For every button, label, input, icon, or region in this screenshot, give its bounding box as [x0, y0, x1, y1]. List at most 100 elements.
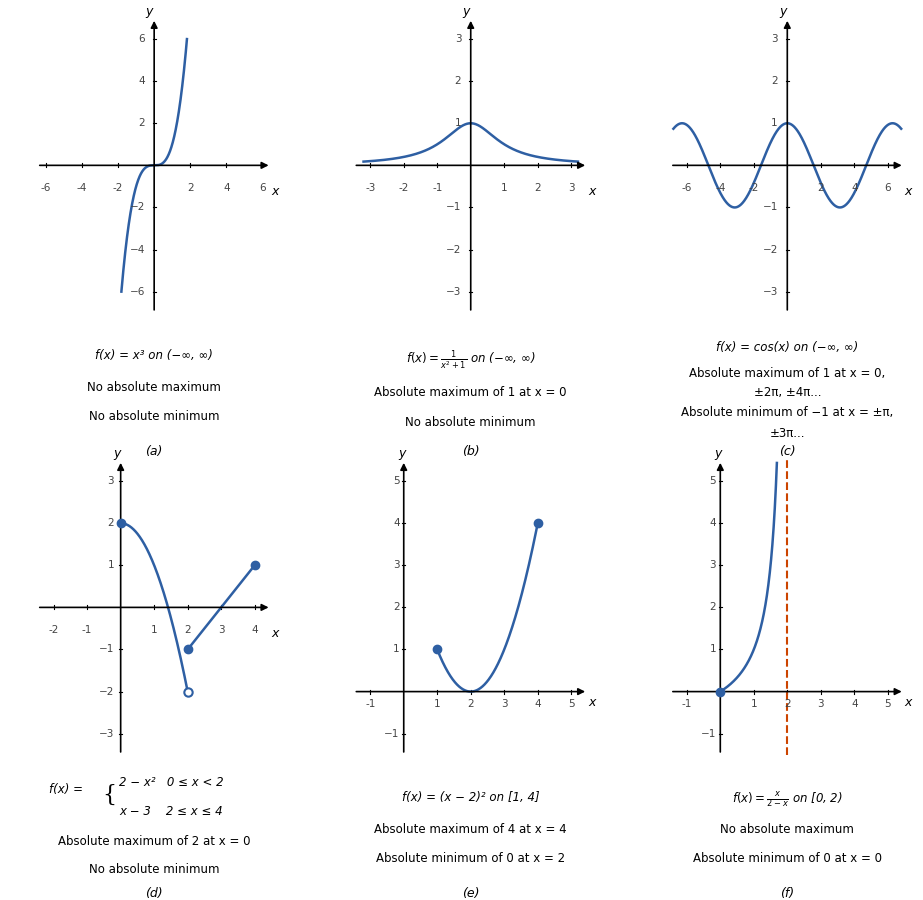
- Text: Absolute minimum of −1 at x = ±π,: Absolute minimum of −1 at x = ±π,: [681, 406, 893, 419]
- Text: 4: 4: [251, 626, 258, 635]
- Text: (e): (e): [462, 887, 479, 900]
- Text: 3: 3: [218, 626, 224, 635]
- Text: x: x: [271, 627, 279, 641]
- Text: f(x) = (x − 2)² on [1, 4]: f(x) = (x − 2)² on [1, 4]: [402, 791, 540, 804]
- Text: -2: -2: [113, 183, 124, 193]
- Text: -6: -6: [41, 183, 51, 193]
- Text: 5: 5: [710, 476, 716, 486]
- Text: Absolute minimum of 0 at x = 2: Absolute minimum of 0 at x = 2: [377, 852, 565, 865]
- Text: (a): (a): [146, 446, 162, 458]
- Text: 3: 3: [501, 699, 508, 709]
- Text: −3: −3: [762, 286, 778, 297]
- Text: 3: 3: [818, 699, 824, 709]
- Text: -6: -6: [681, 183, 692, 193]
- Text: 4: 4: [393, 518, 400, 528]
- Text: -2: -2: [399, 183, 409, 193]
- Text: −1: −1: [701, 729, 716, 739]
- Text: 1: 1: [393, 644, 400, 654]
- Text: 2: 2: [138, 118, 145, 128]
- Text: f(x) = cos(x) on (−∞, ∞): f(x) = cos(x) on (−∞, ∞): [716, 341, 858, 355]
- Text: No absolute minimum: No absolute minimum: [89, 863, 220, 876]
- Text: Absolute maximum of 1 at x = 0: Absolute maximum of 1 at x = 0: [375, 386, 567, 400]
- Text: -4: -4: [715, 183, 725, 193]
- Text: No absolute minimum: No absolute minimum: [405, 417, 536, 429]
- Text: (b): (b): [462, 446, 480, 458]
- Text: {: {: [102, 783, 116, 806]
- Text: 3: 3: [772, 34, 778, 44]
- Text: -3: -3: [365, 183, 376, 193]
- Text: 2: 2: [710, 602, 716, 612]
- Text: 1: 1: [710, 644, 716, 654]
- Text: No absolute maximum: No absolute maximum: [88, 381, 222, 394]
- Text: 2: 2: [467, 699, 474, 709]
- Text: -1: -1: [82, 626, 92, 635]
- Text: −1: −1: [384, 729, 400, 739]
- Text: −4: −4: [129, 245, 145, 255]
- Text: x: x: [905, 185, 912, 198]
- Text: y: y: [462, 5, 470, 18]
- Text: 6: 6: [138, 34, 145, 44]
- Text: 4: 4: [851, 183, 857, 193]
- Text: 4: 4: [534, 699, 541, 709]
- Text: 5: 5: [568, 699, 574, 709]
- Text: x: x: [271, 185, 279, 198]
- Text: x: x: [588, 185, 595, 198]
- Text: −2: −2: [446, 245, 462, 255]
- Text: 4: 4: [851, 699, 857, 709]
- Text: −3: −3: [446, 286, 462, 297]
- Text: -1: -1: [681, 699, 692, 709]
- Text: -1: -1: [365, 699, 376, 709]
- Text: f(x) =: f(x) =: [49, 783, 87, 796]
- Text: 4: 4: [138, 76, 145, 86]
- Text: y: y: [398, 447, 405, 460]
- Text: $f(x) = \frac{x}{2-x}$ on [0, 2): $f(x) = \frac{x}{2-x}$ on [0, 2): [732, 791, 843, 810]
- Text: 1: 1: [455, 118, 462, 128]
- Text: -2: -2: [49, 626, 59, 635]
- Text: 2: 2: [107, 518, 114, 528]
- Text: x: x: [905, 697, 912, 709]
- Text: ±2π, ±4π...: ±2π, ±4π...: [753, 386, 821, 400]
- Text: 3: 3: [568, 183, 574, 193]
- Text: 3: 3: [393, 561, 400, 571]
- Text: 4: 4: [223, 183, 230, 193]
- Text: −1: −1: [446, 202, 462, 212]
- Text: -2: -2: [749, 183, 759, 193]
- Text: No absolute maximum: No absolute maximum: [720, 824, 854, 836]
- Text: ±3π...: ±3π...: [770, 428, 805, 440]
- Text: 1: 1: [750, 699, 757, 709]
- Text: Absolute maximum of 1 at x = 0,: Absolute maximum of 1 at x = 0,: [689, 367, 885, 380]
- Text: 6: 6: [259, 183, 266, 193]
- Text: 1: 1: [772, 118, 778, 128]
- Text: 5: 5: [393, 476, 400, 486]
- Text: 6: 6: [884, 183, 891, 193]
- Text: -4: -4: [77, 183, 87, 193]
- Text: (f): (f): [780, 887, 795, 900]
- Text: 3: 3: [710, 561, 716, 571]
- Text: y: y: [146, 5, 153, 18]
- Text: (c): (c): [779, 446, 796, 458]
- Text: 2: 2: [818, 183, 824, 193]
- Text: −1: −1: [762, 202, 778, 212]
- Text: −2: −2: [762, 245, 778, 255]
- Text: 2: 2: [455, 76, 462, 86]
- Text: x: x: [588, 697, 595, 709]
- Text: (d): (d): [145, 887, 163, 900]
- Text: Absolute maximum of 2 at x = 0: Absolute maximum of 2 at x = 0: [58, 835, 250, 848]
- Text: y: y: [114, 447, 121, 460]
- Text: 3: 3: [455, 34, 462, 44]
- Text: Absolute maximum of 4 at x = 4: Absolute maximum of 4 at x = 4: [375, 824, 567, 836]
- Text: 2: 2: [393, 602, 400, 612]
- Text: 1: 1: [434, 699, 440, 709]
- Text: $f(x) = \frac{1}{x^2+1}$ on (−∞, ∞): $f(x) = \frac{1}{x^2+1}$ on (−∞, ∞): [406, 349, 535, 372]
- Text: Absolute minimum of 0 at x = 0: Absolute minimum of 0 at x = 0: [693, 852, 881, 865]
- Text: x − 3    2 ≤ x ≤ 4: x − 3 2 ≤ x ≤ 4: [119, 805, 222, 818]
- Text: 2 − x²   0 ≤ x < 2: 2 − x² 0 ≤ x < 2: [119, 776, 223, 789]
- Text: 1: 1: [501, 183, 508, 193]
- Text: 2: 2: [772, 76, 778, 86]
- Text: f(x) = x³ on (−∞, ∞): f(x) = x³ on (−∞, ∞): [95, 349, 213, 362]
- Text: −2: −2: [129, 202, 145, 212]
- Text: −6: −6: [129, 286, 145, 297]
- Text: 1: 1: [150, 626, 158, 635]
- Text: 4: 4: [710, 518, 716, 528]
- Text: 5: 5: [884, 699, 891, 709]
